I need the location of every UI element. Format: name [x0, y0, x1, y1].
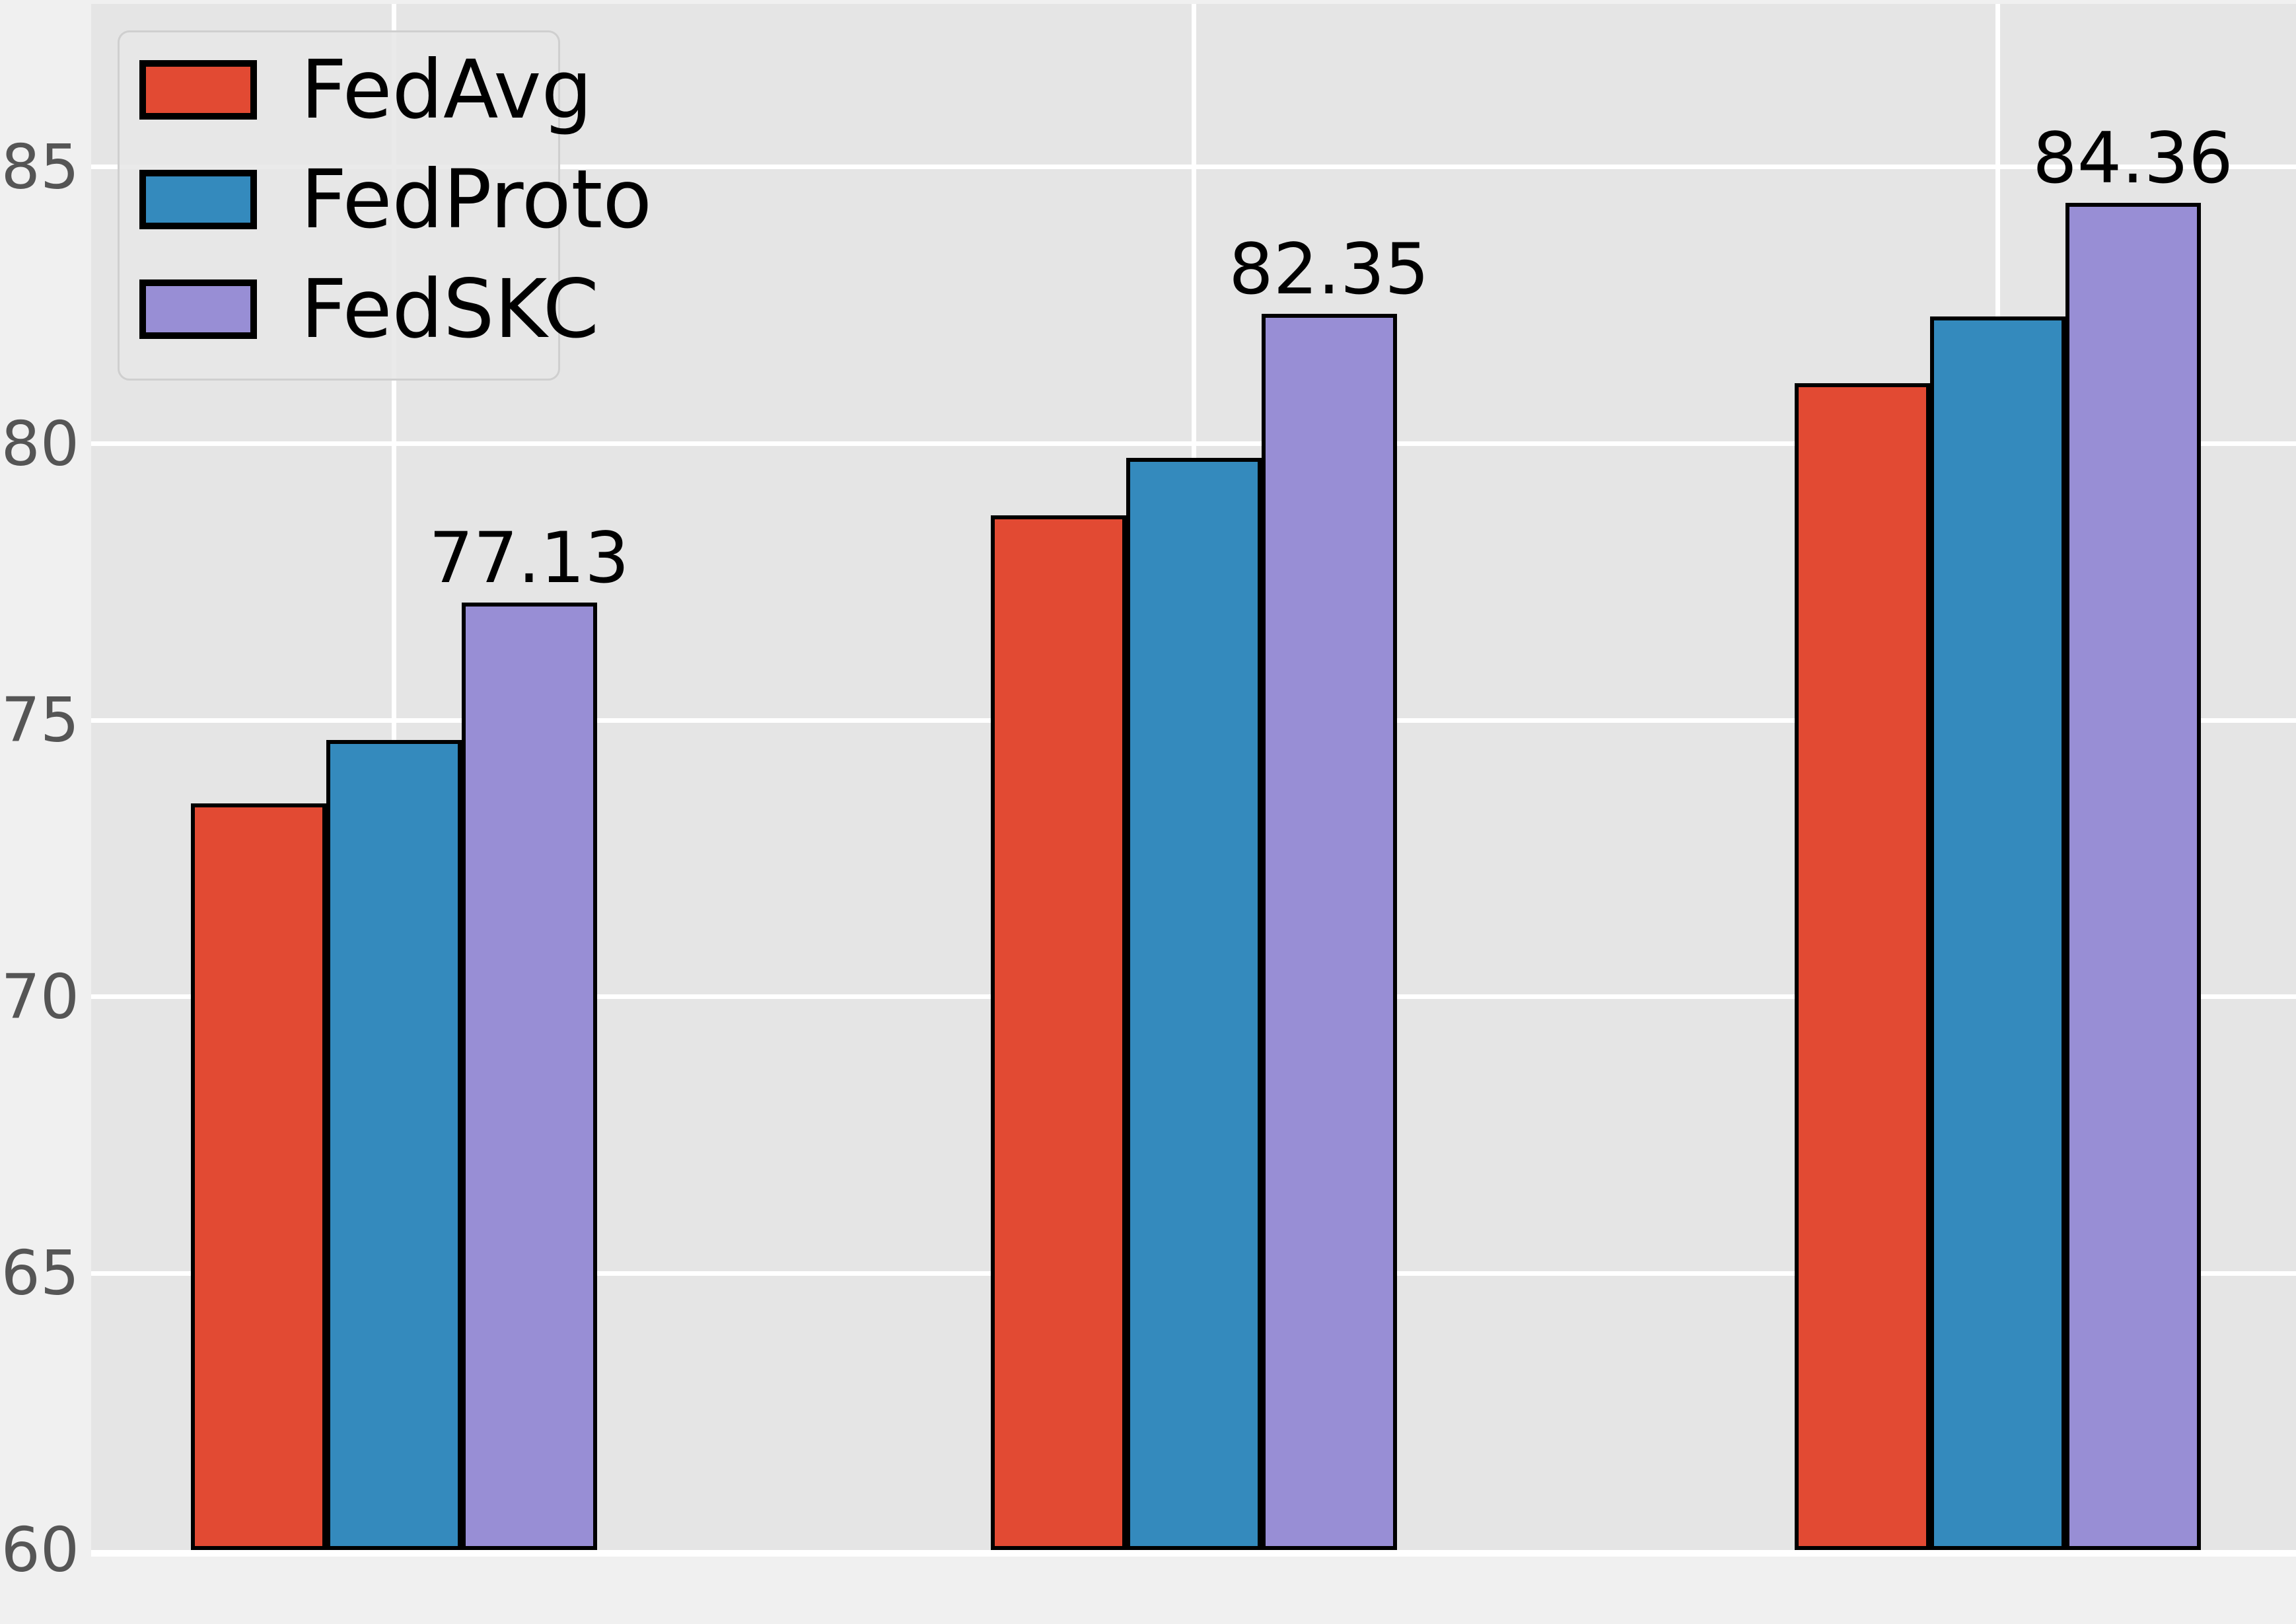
bar-fedavg-group-2	[1794, 383, 1930, 1550]
x-tick-label: α = 0.5	[1816, 1565, 2178, 1624]
y-tick-label-65: 65	[1, 1237, 79, 1309]
bar-value-label-fedskc-group-1: 82.35	[1229, 228, 1429, 310]
y-tick-label-80: 80	[1, 408, 79, 480]
bar-fedavg-group-1	[990, 515, 1126, 1550]
bar-fedproto-group-1	[1126, 457, 1262, 1550]
y-tick-label-60: 60	[1, 1514, 79, 1586]
bar-fedavg-group-0	[190, 803, 326, 1550]
legend-label-fedavg: FedAvg	[301, 43, 592, 137]
bar-fedskc-group-2	[2065, 202, 2201, 1550]
y-tick-label-75: 75	[1, 684, 79, 756]
x-tick-label: α = 0.2	[1012, 1565, 1375, 1624]
x-tick-label: α = 0.05	[189, 1565, 598, 1624]
plot-area: 77.13 82.35 84.36	[91, 4, 2296, 1557]
bar-fedskc-group-0	[461, 602, 597, 1550]
bar-fedproto-group-0	[326, 739, 462, 1550]
bar-fedskc-group-1	[1261, 313, 1397, 1550]
bar-value-label-fedskc-group-0: 77.13	[429, 517, 629, 599]
y-tick-label-85: 85	[1, 131, 79, 203]
legend-swatch-fedproto	[139, 170, 257, 229]
y-tick-label-70: 70	[1, 961, 79, 1033]
legend-item-fedskc: FedSKC	[139, 269, 599, 350]
legend-swatch-fedskc	[139, 279, 257, 339]
bar-value-label-fedskc-group-2: 84.36	[2032, 117, 2233, 199]
legend-item-fedproto: FedProto	[139, 159, 652, 240]
bar-fedproto-group-2	[1929, 316, 2065, 1550]
legend-label-fedskc: FedSKC	[301, 262, 599, 356]
legend-label-fedproto: FedProto	[301, 153, 653, 246]
legend-item-fedavg: FedAvg	[139, 50, 592, 130]
legend-swatch-fedavg	[139, 60, 257, 120]
legend: FedAvg FedProto FedSKC	[118, 30, 652, 381]
